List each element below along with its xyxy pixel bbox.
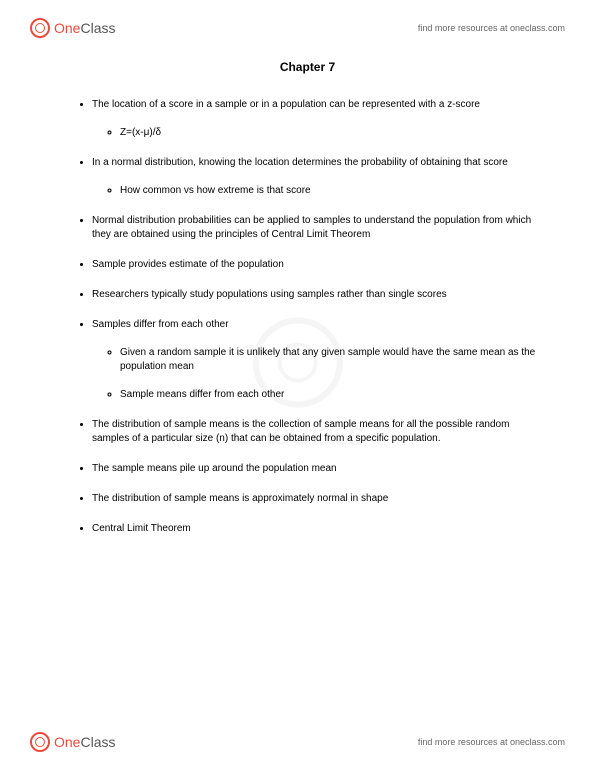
list-item: Samples differ from each other Given a ra… bbox=[92, 318, 545, 402]
list-item: The distribution of sample means is the … bbox=[92, 418, 545, 446]
header-link[interactable]: find more resources at oneclass.com bbox=[418, 23, 565, 33]
bullet-list: The location of a score in a sample or i… bbox=[70, 98, 545, 536]
page-footer: OneClass find more resources at oneclass… bbox=[30, 732, 565, 752]
sub-list-item: Z=(x-μ)/δ bbox=[120, 126, 545, 140]
list-item: Sample provides estimate of the populati… bbox=[92, 258, 545, 272]
brand-logo-footer: OneClass bbox=[30, 732, 115, 752]
logo-icon bbox=[30, 732, 50, 752]
sub-list: Z=(x-μ)/δ bbox=[92, 126, 545, 140]
list-item: In a normal distribution, knowing the lo… bbox=[92, 156, 545, 198]
sub-list-item-text: Given a random sample it is unlikely tha… bbox=[120, 347, 535, 372]
list-item-text: In a normal distribution, knowing the lo… bbox=[92, 157, 508, 168]
sub-list-item-text: How common vs how extreme is that score bbox=[120, 185, 311, 196]
list-item-text: Samples differ from each other bbox=[92, 319, 229, 330]
document-body: Chapter 7 The location of a score in a s… bbox=[70, 60, 545, 552]
sub-list-item-text: Sample means differ from each other bbox=[120, 389, 284, 400]
logo-icon bbox=[30, 18, 50, 38]
sub-list-item-text: Z=(x-μ)/δ bbox=[120, 127, 161, 138]
list-item: The location of a score in a sample or i… bbox=[92, 98, 545, 140]
sub-list-item: Sample means differ from each other bbox=[120, 388, 545, 402]
list-item-text: The distribution of sample means is the … bbox=[92, 419, 509, 444]
list-item-text: Central Limit Theorem bbox=[92, 523, 191, 534]
list-item: Normal distribution probabilities can be… bbox=[92, 214, 545, 242]
list-item: The sample means pile up around the popu… bbox=[92, 462, 545, 476]
list-item-text: The sample means pile up around the popu… bbox=[92, 463, 337, 474]
logo-text: OneClass bbox=[54, 20, 115, 36]
sub-list: Given a random sample it is unlikely tha… bbox=[92, 346, 545, 402]
list-item-text: Researchers typically study populations … bbox=[92, 289, 447, 300]
list-item: Central Limit Theorem bbox=[92, 522, 545, 536]
list-item: The distribution of sample means is appr… bbox=[92, 492, 545, 506]
sub-list-item: Given a random sample it is unlikely tha… bbox=[120, 346, 545, 374]
list-item-text: The distribution of sample means is appr… bbox=[92, 493, 388, 504]
list-item-text: Sample provides estimate of the populati… bbox=[92, 259, 284, 270]
chapter-title: Chapter 7 bbox=[70, 60, 545, 74]
footer-link[interactable]: find more resources at oneclass.com bbox=[418, 737, 565, 747]
brand-logo: OneClass bbox=[30, 18, 115, 38]
page-header: OneClass find more resources at oneclass… bbox=[30, 18, 565, 38]
list-item-text: The location of a score in a sample or i… bbox=[92, 99, 480, 110]
list-item-text: Normal distribution probabilities can be… bbox=[92, 215, 531, 240]
list-item: Researchers typically study populations … bbox=[92, 288, 545, 302]
logo-text: OneClass bbox=[54, 734, 115, 750]
sub-list-item: How common vs how extreme is that score bbox=[120, 184, 545, 198]
sub-list: How common vs how extreme is that score bbox=[92, 184, 545, 198]
